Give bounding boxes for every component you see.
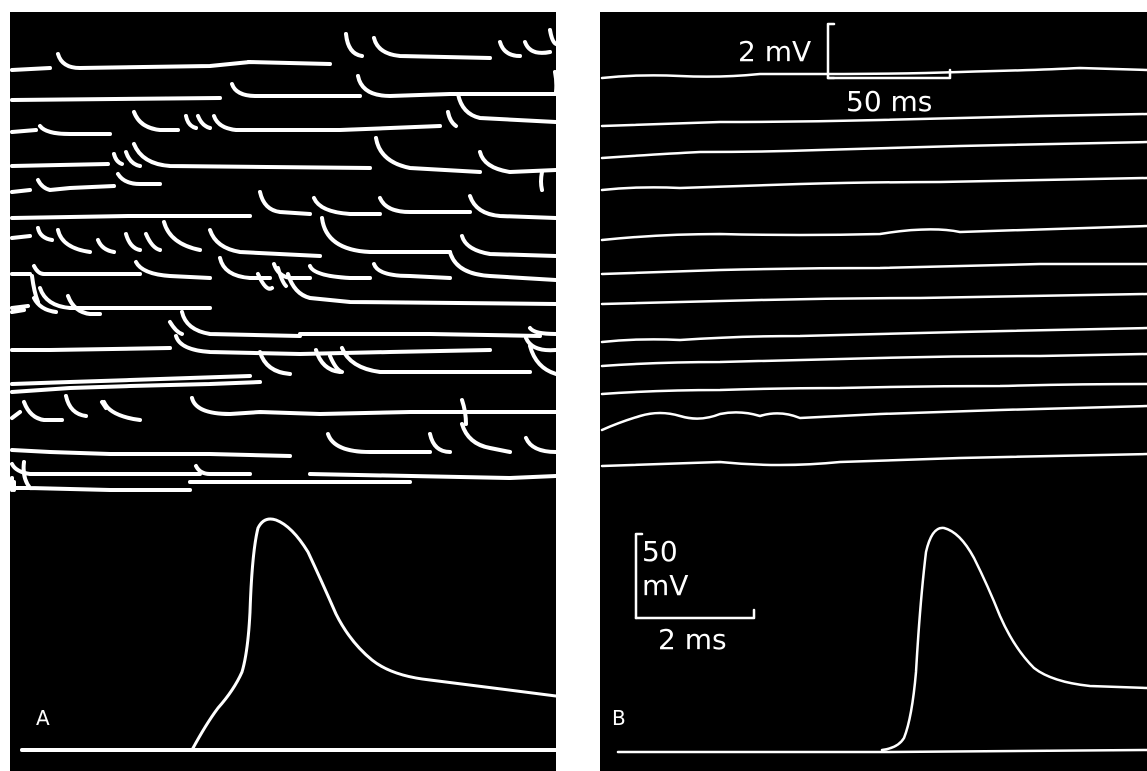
upper-voltage-label: 2 mV: [738, 35, 812, 68]
trace-b-2: [600, 112, 1147, 128]
trace-b-1: [600, 66, 1147, 80]
action-potential-a: [20, 517, 556, 752]
lower-voltage-value-label: 50: [642, 535, 678, 568]
trace-row-17: [10, 460, 192, 492]
trace-b-9: [600, 352, 1147, 368]
panel-b: 2 mV 50 ms 50 mV 2 ms B: [600, 12, 1147, 771]
panel-label-b: B: [612, 706, 626, 730]
trace-row-9: [10, 266, 556, 310]
trace-row-15: [10, 422, 556, 458]
trace-row-12: [10, 344, 556, 386]
lower-scale-bar: [634, 532, 756, 620]
action-potential-trace-a: [190, 517, 556, 752]
trace-b-3: [600, 140, 1147, 160]
panel-a: A: [10, 12, 556, 771]
lower-time-label: 2 ms: [658, 623, 727, 656]
trace-row-6: [10, 190, 556, 220]
lower-voltage-scale-bar: [634, 532, 644, 620]
baseline-b: [616, 748, 1147, 754]
panel-label-a: A: [36, 706, 50, 730]
trace-row-14: [10, 394, 556, 426]
upper-voltage-scale-bar: [826, 22, 836, 80]
trace-b-4: [600, 176, 1147, 192]
action-potential-b: [616, 526, 1147, 754]
trace-b-6: [600, 262, 1147, 276]
lower-voltage-unit-label: mV: [642, 569, 689, 602]
spontaneous-recordings-b: [600, 66, 1147, 468]
trace-row-13: [10, 354, 344, 394]
spontaneous-recordings-a: [10, 28, 556, 492]
trace-row-11: [10, 334, 556, 356]
panel-a-traces: [10, 28, 556, 752]
trace-b-10: [600, 382, 1147, 396]
trace-b-12: [600, 452, 1147, 468]
lower-time-scale-bar: [634, 608, 756, 620]
trace-row-7: [10, 216, 556, 258]
trace-row-16: [10, 462, 556, 484]
trace-row-10: [10, 294, 556, 338]
trace-row-3: [10, 92, 556, 136]
upper-scale-bar: [826, 22, 952, 80]
trace-b-5: [600, 224, 1147, 242]
trace-row-5: [10, 170, 544, 194]
trace-row-4: [10, 136, 556, 174]
trace-row-1: [10, 28, 556, 72]
upper-time-label: 50 ms: [846, 85, 933, 118]
panel-b-traces: [600, 22, 1147, 754]
action-potential-trace-b: [880, 526, 1147, 752]
trace-row-2: [10, 70, 556, 102]
trace-b-8: [600, 326, 1147, 344]
trace-b-7: [600, 292, 1147, 306]
trace-b-11: [600, 404, 1147, 432]
